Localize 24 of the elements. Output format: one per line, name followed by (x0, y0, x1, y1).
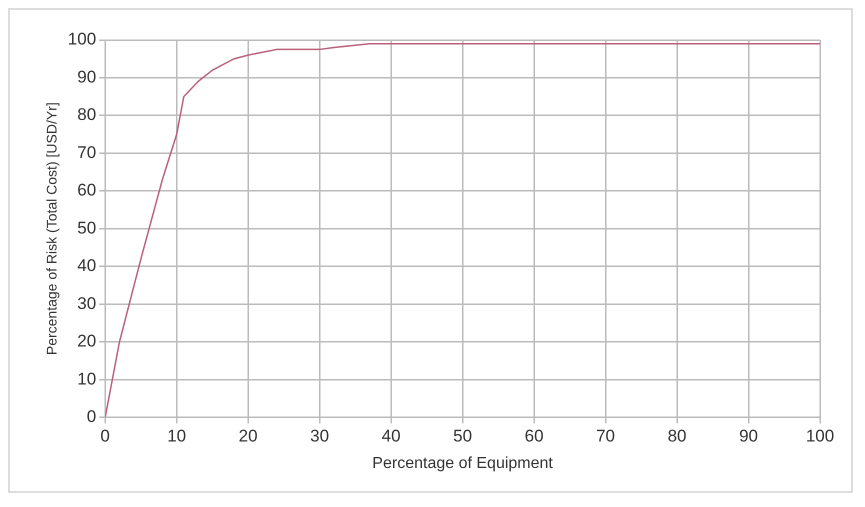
y-axis-title: Percentage of Risk (Total Cost) [USD/Yr] (43, 102, 60, 356)
x-tick-label: 70 (596, 426, 616, 446)
x-tick-label: 80 (668, 426, 686, 446)
y-tick-label: 70 (77, 142, 96, 162)
y-tick-label: 90 (77, 67, 96, 86)
x-tick-label: 60 (524, 426, 544, 446)
x-tick-label: 10 (167, 426, 186, 446)
x-tick-label: 90 (739, 426, 758, 446)
x-tick-label: 100 (806, 426, 834, 446)
y-tick-label: 30 (77, 294, 96, 313)
y-tick-label: 10 (77, 369, 96, 388)
x-tick-label: 30 (310, 426, 330, 446)
y-tick-label: 40 (77, 256, 96, 276)
y-tick-label: 80 (77, 105, 96, 124)
x-tick-label: 40 (382, 426, 401, 446)
y-tick-label: 0 (86, 407, 96, 426)
x-axis-title: Percentage of Equipment (372, 454, 554, 472)
x-tick-label: 50 (453, 426, 472, 446)
y-tick-label: 100 (68, 30, 96, 49)
y-tick-label: 50 (77, 218, 96, 238)
y-tick-label: 60 (77, 180, 96, 200)
x-tick-label: 20 (238, 426, 258, 446)
y-tick-label: 20 (77, 332, 96, 351)
x-tick-label: 0 (100, 426, 110, 446)
